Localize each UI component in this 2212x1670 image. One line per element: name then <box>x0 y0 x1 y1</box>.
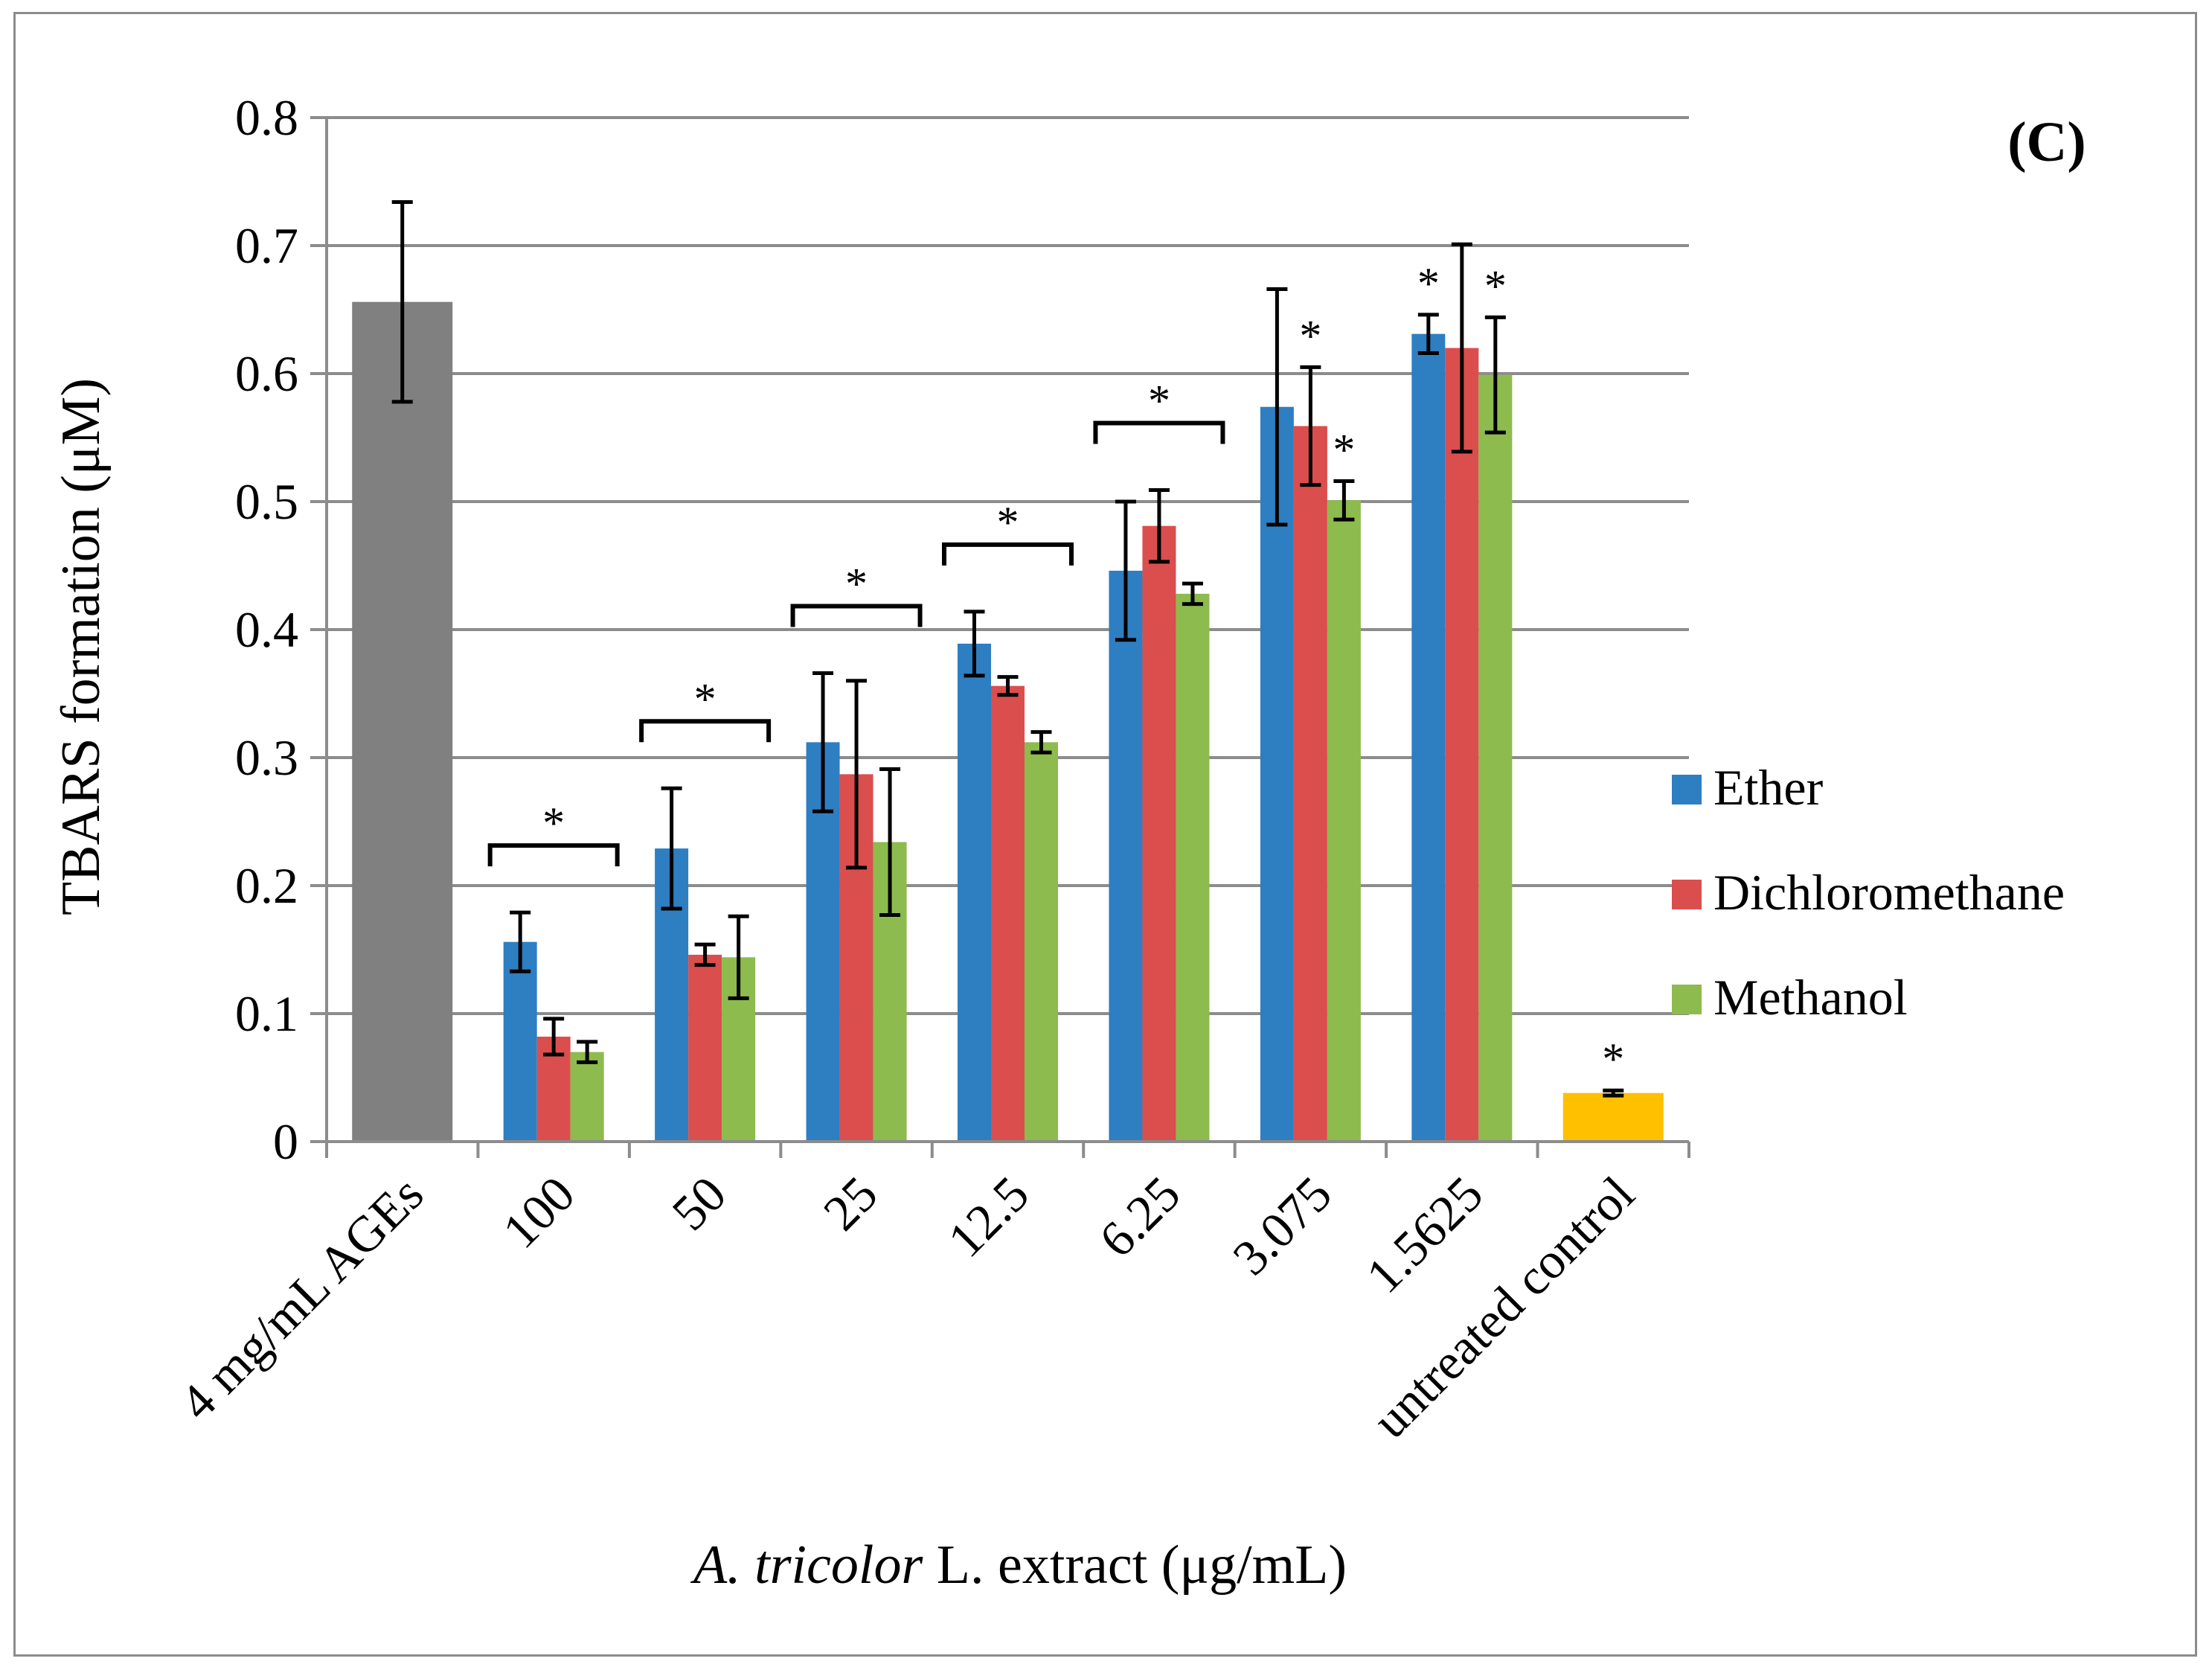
tbars-bar-chart: 0 0.1 0.2 0.3 0.4 0.5 0.6 0.7 0.8 4 mg/mL AGEs 100… <box>51 89 2086 1596</box>
x-axis-title-rest: L. extract (μg/mL) <box>923 1535 1347 1596</box>
significance-bracket <box>639 719 772 743</box>
bar-methanol <box>1025 742 1058 1142</box>
x-category-label: 50 <box>661 1165 737 1241</box>
y-tick-label: 0.6 <box>235 345 298 402</box>
significance-star: * <box>845 559 868 608</box>
legend-label-dichloromethane: Dichloromethane <box>1714 864 2065 921</box>
bar-dichloromethane <box>688 954 722 1142</box>
significance-bracket <box>942 542 1074 566</box>
significance-star: * <box>1299 311 1321 360</box>
legend: Ether Dichloromethane Methanol <box>1672 759 2065 1026</box>
x-category-label: untreated control <box>1362 1165 1645 1449</box>
y-tick-label: 0.8 <box>235 89 298 146</box>
bar-methanol <box>1478 374 1513 1142</box>
error-bars <box>391 200 1624 1098</box>
significance-bracket <box>1093 420 1225 444</box>
significance-star: * <box>1602 1034 1624 1084</box>
bar <box>1562 1092 1664 1142</box>
bar-dichloromethane <box>1445 348 1479 1142</box>
x-category-label: 1.5625 <box>1355 1165 1493 1304</box>
significance-annotations: * * * * * * * * * * <box>487 259 1624 1084</box>
chart-frame: 0 0.1 0.2 0.3 0.4 0.5 0.6 0.7 0.8 4 mg/mL AGEs 100… <box>13 12 2197 1657</box>
legend-label-methanol: Methanol <box>1714 969 1908 1026</box>
x-axis-title-species: A. tricolor <box>690 1535 924 1596</box>
bar-ether <box>1260 406 1294 1142</box>
y-tick-label: 0.4 <box>235 601 298 658</box>
legend-swatch-ether <box>1672 775 1702 804</box>
x-category-label: 6.25 <box>1089 1165 1191 1268</box>
significance-star: * <box>1333 425 1355 474</box>
bar <box>352 301 453 1142</box>
y-tick-label: 0.2 <box>235 857 298 914</box>
legend-label-ether: Ether <box>1714 759 1824 816</box>
x-category-label: 100 <box>492 1165 586 1259</box>
axes <box>310 116 1690 1158</box>
legend-swatch-dichloromethane <box>1672 880 1702 909</box>
bar-ether <box>958 643 991 1142</box>
legend-swatch-methanol <box>1672 985 1702 1014</box>
bar-ether <box>1411 333 1446 1142</box>
y-tick-label: 0.1 <box>235 985 298 1042</box>
y-tick-label: 0.5 <box>235 473 298 530</box>
x-axis-title: A. tricolor L. extract (μg/mL) <box>690 1535 1347 1596</box>
bar-ether <box>1109 570 1143 1142</box>
bar-dichloromethane <box>1293 426 1327 1142</box>
bar-dichloromethane <box>991 685 1025 1142</box>
y-tick-label: 0.3 <box>235 729 298 786</box>
significance-star: * <box>1484 261 1507 310</box>
bar-methanol <box>1176 593 1210 1142</box>
bar-dichloromethane <box>1142 525 1176 1142</box>
y-tick-label: 0 <box>273 1113 298 1170</box>
significance-star: * <box>1148 377 1170 426</box>
x-category-label: 4 mg/mL AGEs <box>169 1165 434 1430</box>
significance-bracket <box>487 843 620 867</box>
significance-bracket <box>790 604 923 627</box>
bar-methanol <box>570 1052 604 1142</box>
x-category-label: 25 <box>812 1165 888 1241</box>
bars <box>352 301 1664 1142</box>
y-axis-title: TBARS formation (μM) <box>51 378 112 915</box>
bar-methanol <box>1327 500 1361 1142</box>
panel-label: (C) <box>2007 111 2086 173</box>
significance-star: * <box>694 674 717 723</box>
significance-star: * <box>1417 259 1440 308</box>
significance-star: * <box>542 799 565 848</box>
x-category-label: 3.075 <box>1222 1165 1342 1286</box>
y-tick-label: 0.7 <box>235 217 298 274</box>
x-category-label: 12.5 <box>937 1165 1039 1268</box>
bar-ether <box>503 941 537 1142</box>
significance-star: * <box>997 498 1019 547</box>
